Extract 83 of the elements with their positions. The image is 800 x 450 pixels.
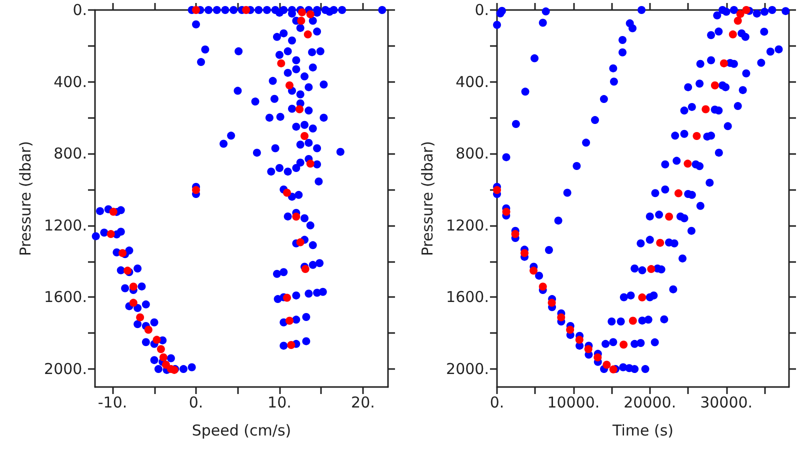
point [192,186,200,194]
x-tick-label: 30000. [700,394,753,412]
point [742,6,750,14]
point [300,132,309,140]
point [292,212,300,221]
point [136,313,144,322]
y-tick-label: 2000. [446,360,489,378]
point [109,208,118,216]
point [297,16,306,25]
point [152,336,161,344]
point [129,282,138,291]
point [656,238,664,247]
point [647,265,656,274]
x-tick-label: 10. [268,394,292,412]
point [665,212,674,221]
point [159,353,168,362]
point [277,59,286,68]
point [628,316,637,325]
point [609,365,618,374]
point [296,105,304,114]
point [286,316,294,325]
point [530,266,538,275]
point [674,189,682,198]
point [710,81,719,90]
x-tick-label: 20000. [624,394,676,412]
point [298,8,306,16]
y-tick-label: 1600. [44,288,87,306]
point [720,59,728,68]
point [538,282,547,291]
point [734,16,742,25]
y-tick-label: 0. [474,1,489,19]
point [594,353,602,362]
point [620,340,628,349]
point [301,265,310,274]
y-tick-label: 0. [72,1,87,19]
y-tick-label: 1200. [446,216,489,234]
point [728,30,737,38]
point [602,360,611,369]
point [306,10,314,18]
point [502,208,510,216]
x-tick-label: 0. [490,394,504,412]
point [736,10,744,18]
point [242,6,250,14]
point [557,313,566,322]
x-tick-label: -10. [98,394,128,412]
y-tick-label: 400. [54,72,87,91]
point [192,6,200,14]
x-tick-label: 20. [351,394,375,412]
point [511,230,520,238]
y-tick-label: 1600. [446,288,489,306]
point [638,293,646,302]
y-tick-label: 400. [456,72,489,91]
point [548,298,556,307]
point [283,188,291,197]
y-tick-label: 2000. [44,360,87,378]
x-axis-title: Time (s) [612,422,674,440]
point [296,238,304,246]
point [520,249,529,258]
point [584,345,592,354]
x-tick-label: 10000. [547,394,600,412]
point [106,230,115,238]
point [306,160,314,168]
point [566,326,574,334]
point [144,326,152,334]
y-axis-title: Pressure (dbar) [418,141,436,256]
point [493,186,501,194]
point [118,249,127,258]
y-axis-title: Pressure (dbar) [16,141,34,256]
point [129,298,138,307]
y-tick-label: 1200. [44,216,87,234]
point [283,294,291,302]
point [702,105,710,114]
point [684,160,692,168]
point [692,132,701,140]
x-tick-label: 0. [188,394,204,412]
point [287,340,296,349]
point [286,81,294,90]
point [304,30,312,38]
y-tick-label: 800. [456,144,489,163]
point [156,345,165,354]
point [575,336,584,344]
x-axis-title: Speed (cm/s) [192,422,292,440]
y-tick-label: 800. [54,144,87,163]
